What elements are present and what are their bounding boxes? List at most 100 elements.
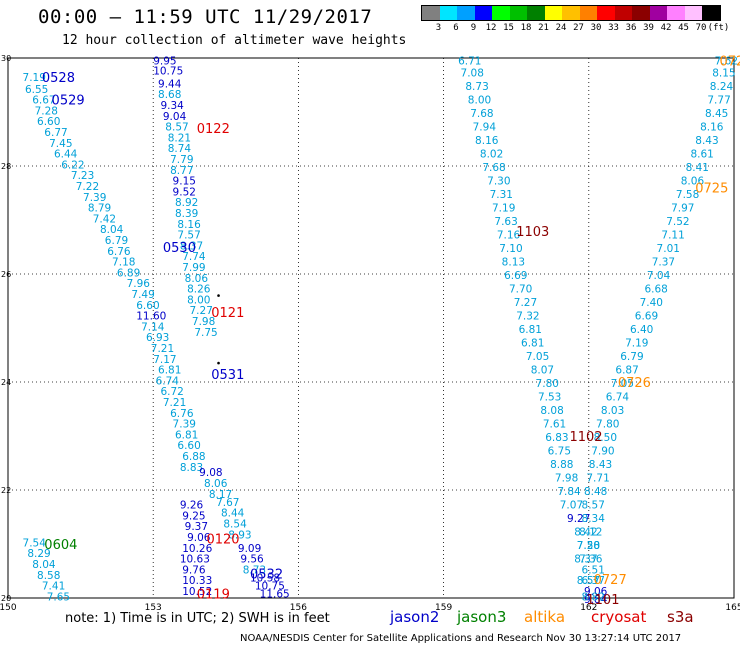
pass-time-label: 0604 xyxy=(44,538,77,553)
color-scale-tick-label: 9 xyxy=(470,23,477,33)
color-scale-tick-label: 27 xyxy=(573,23,584,33)
wave-height-value: 8.29 xyxy=(27,548,50,560)
color-scale-tick-label: 70 xyxy=(695,23,707,33)
wave-height-value: 7.74 xyxy=(182,251,206,263)
color-swatch xyxy=(667,6,685,20)
wave-height-value: 8.34 xyxy=(582,513,606,525)
pass-time-label: 0529 xyxy=(52,94,85,109)
color-scale-tick-label: 45 xyxy=(678,23,689,33)
wave-height-value: 8.57 xyxy=(165,122,188,134)
wave-height-value: 7.90 xyxy=(591,446,614,458)
wave-height-value: 7.79 xyxy=(170,154,193,166)
wave-height-value: 6.83 xyxy=(545,432,568,444)
wave-height-value: 8.82 xyxy=(582,591,605,603)
wave-height-value: 9.95 xyxy=(153,56,176,68)
pass-time-label: 0119 xyxy=(197,588,230,603)
pass-time-label: 0727 xyxy=(594,573,627,588)
color-scale-bar xyxy=(421,5,721,21)
pass-time-label: 0724 xyxy=(719,55,740,70)
wave-height-value: 7.23 xyxy=(71,170,94,182)
wave-height-value: 7.18 xyxy=(112,257,135,269)
wave-height-value: 8.45 xyxy=(705,108,728,120)
wave-height-value: 7.49 xyxy=(131,289,154,301)
wave-height-value: 7.99 xyxy=(182,262,205,274)
color-scale-tick-label: 39 xyxy=(643,23,654,33)
wave-height-value: 8.48 xyxy=(584,486,607,498)
color-scale-tick-label: 18 xyxy=(520,23,532,33)
wave-height-value: 9.08 xyxy=(199,467,222,479)
wave-height-value: 7.19 xyxy=(23,72,46,84)
wave-height-value: 9.56 xyxy=(240,554,264,566)
wave-height-value: 8.16 xyxy=(700,122,724,134)
wave-height-value: 8.68 xyxy=(158,89,181,101)
y-tick-label: 26 xyxy=(1,270,11,279)
mission-legend-entry: jason3 xyxy=(457,608,507,626)
color-scale-tick-label: 21 xyxy=(538,23,549,33)
wave-height-value: 7.01 xyxy=(657,243,680,255)
wave-height-value: 6.76 xyxy=(170,408,194,420)
wave-height-value: 8.12 xyxy=(579,527,602,539)
wave-height-value: 8.03 xyxy=(601,405,624,417)
wave-height-value: 6.79 xyxy=(620,351,643,363)
data-dot xyxy=(217,361,220,365)
wave-height-value: 8.17 xyxy=(209,489,232,501)
wave-height-value: 8.02 xyxy=(480,149,503,161)
wave-height-value: 7.84 xyxy=(557,486,581,498)
wave-height-value: 6.51 xyxy=(582,564,605,576)
wave-height-value: 8.16 xyxy=(475,135,499,147)
wave-height-value: 8.13 xyxy=(502,257,525,269)
wave-height-value: 8.06 xyxy=(204,478,228,490)
wave-height-value: 8.57 xyxy=(582,500,605,512)
color-swatch xyxy=(474,6,492,20)
footer-credit: NOAA/NESDIS Center for Satellite Applica… xyxy=(240,633,682,644)
wave-height-value: 9.34 xyxy=(160,100,184,112)
color-scale-tick-label: 36 xyxy=(625,23,637,33)
wave-height-value: 8.16 xyxy=(177,219,201,231)
wave-height-value: 6.72 xyxy=(160,386,183,398)
x-tick-label: 156 xyxy=(290,603,307,613)
wave-height-value: 6.81 xyxy=(175,429,198,441)
wave-height-value: 6.60 xyxy=(177,440,200,452)
wave-height-value: 8.73 xyxy=(465,81,488,93)
wave-height-value: 8.93 xyxy=(228,529,251,541)
wave-height-value: 6.74 xyxy=(606,392,630,404)
wave-height-value: 7.70 xyxy=(509,284,532,296)
wave-height-value: 7.11 xyxy=(661,230,684,242)
wave-height-value: 7.75 xyxy=(194,327,217,339)
wave-height-value: 6.69 xyxy=(635,311,658,323)
wave-height-value: 7.20 xyxy=(577,540,600,552)
wave-height-value: 10.26 xyxy=(182,543,212,555)
color-swatch xyxy=(492,6,510,20)
y-tick-label: 30 xyxy=(1,54,11,63)
wave-height-value: 11.65 xyxy=(260,589,290,601)
wave-height-value: 8.04 xyxy=(32,559,56,571)
wave-height-value: 6.81 xyxy=(519,324,542,336)
x-tick-label: 159 xyxy=(435,603,452,613)
wave-height-value: 7.98 xyxy=(555,473,578,485)
color-scale-tick-label: 3 xyxy=(435,23,442,33)
wave-height-value: 7.68 xyxy=(482,162,505,174)
pass-time-label: 0528 xyxy=(42,71,75,86)
wave-height-value: 7.10 xyxy=(499,243,522,255)
wave-height-value: 6.22 xyxy=(61,159,84,171)
wave-height-value: 6.74 xyxy=(156,375,180,387)
wave-height-value: 7.14 xyxy=(141,321,165,333)
wave-height-value: 7.05 xyxy=(526,351,549,363)
wave-height-value: 7.62 xyxy=(715,56,738,68)
wave-height-value: 6.37 xyxy=(582,575,605,587)
wave-height-value: 10.52 xyxy=(182,586,212,598)
wave-height-value: 6.81 xyxy=(521,338,544,350)
wave-height-value: 6.93 xyxy=(146,332,169,344)
wave-height-value: 6.77 xyxy=(44,127,67,139)
wave-height-value: 7.28 xyxy=(35,105,58,117)
wave-height-value: 9.06 xyxy=(187,532,211,544)
pass-time-label: 0531 xyxy=(211,368,244,383)
wave-height-value: 8.08 xyxy=(540,405,563,417)
wave-height-value: 7.17 xyxy=(153,354,176,366)
wave-height-value: 7.27 xyxy=(514,297,537,309)
wave-height-value: 7.53 xyxy=(538,392,561,404)
wave-height-value: 6.75 xyxy=(548,446,571,458)
wave-height-value: 8.61 xyxy=(690,149,713,161)
wave-height-value: 8.06 xyxy=(185,273,209,285)
wave-height-value: 6.40 xyxy=(630,324,653,336)
